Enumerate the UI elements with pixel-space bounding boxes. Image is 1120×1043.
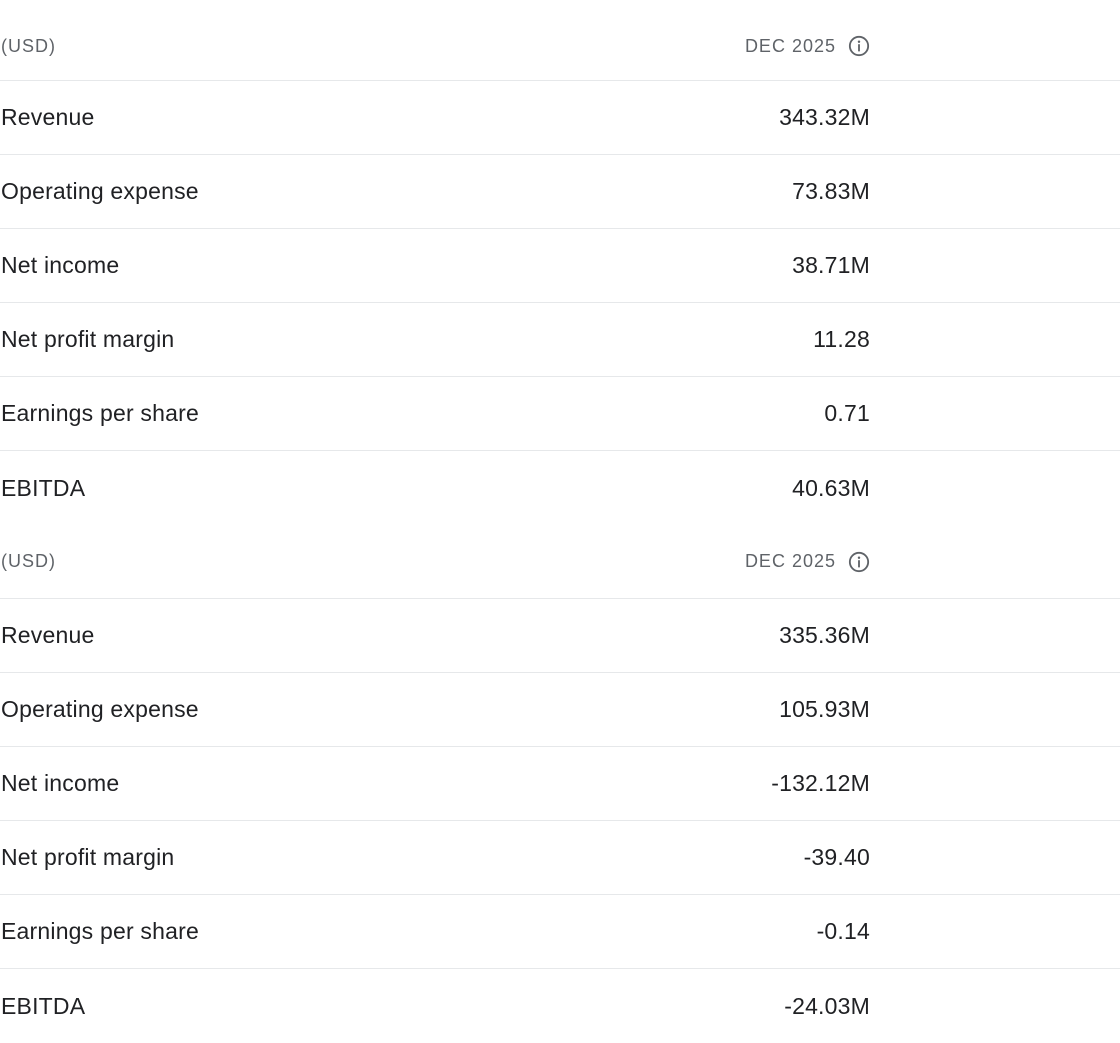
table-header-row: (USD) DEC 2025 bbox=[0, 525, 1120, 599]
table-row: EBITDA -24.03M bbox=[0, 969, 1120, 1043]
row-label: Operating expense bbox=[1, 696, 199, 722]
table-row: EBITDA 40.63M bbox=[0, 451, 1120, 525]
period-label: DEC 2025 bbox=[744, 551, 836, 571]
row-label: EBITDA bbox=[1, 992, 86, 1019]
table-header-row: (USD) DEC 2025 bbox=[0, 0, 1120, 81]
financials-table-1: (USD) DEC 2025 Revenue 343.32M Operating… bbox=[0, 0, 1120, 525]
table-row: Earnings per share 0.71 bbox=[0, 377, 1120, 451]
row-label: Net income bbox=[1, 252, 120, 278]
row-value: -0.14 bbox=[816, 918, 870, 944]
period-cell: DEC 2025 bbox=[745, 551, 870, 573]
table-row: Revenue 343.32M bbox=[0, 81, 1120, 155]
table-row: Net profit margin 11.28 bbox=[0, 303, 1120, 377]
row-value: 40.63M bbox=[792, 474, 870, 501]
row-value: 105.93M bbox=[779, 696, 870, 722]
row-label: EBITDA bbox=[1, 474, 86, 501]
row-label: Earnings per share bbox=[1, 400, 199, 426]
row-value: 11.28 bbox=[813, 326, 870, 352]
financials-table-2: (USD) DEC 2025 Revenue 335.36M Operating… bbox=[0, 525, 1120, 1043]
row-label: Revenue bbox=[1, 622, 95, 648]
table-row: Net income -132.12M bbox=[0, 747, 1120, 821]
table-row: Earnings per share -0.14 bbox=[0, 895, 1120, 969]
row-label: Operating expense bbox=[1, 178, 199, 204]
period-label: DEC 2025 bbox=[744, 35, 836, 56]
row-label: Net income bbox=[1, 770, 120, 796]
table-row: Revenue 335.36M bbox=[0, 599, 1120, 673]
info-icon[interactable] bbox=[848, 551, 870, 573]
table-row: Net profit margin -39.40 bbox=[0, 821, 1120, 895]
row-value: 335.36M bbox=[779, 622, 870, 648]
currency-label: (USD) bbox=[1, 551, 56, 571]
row-value: -39.40 bbox=[803, 844, 870, 870]
row-value: 0.71 bbox=[824, 400, 870, 426]
table-row: Operating expense 73.83M bbox=[0, 155, 1120, 229]
info-icon[interactable] bbox=[848, 35, 870, 57]
row-value: -132.12M bbox=[771, 770, 870, 796]
row-value: -24.03M bbox=[784, 992, 870, 1019]
row-label: Net profit margin bbox=[1, 326, 175, 352]
row-value: 73.83M bbox=[792, 178, 870, 204]
table-row: Net income 38.71M bbox=[0, 229, 1120, 303]
period-cell: DEC 2025 bbox=[745, 35, 870, 57]
row-value: 38.71M bbox=[792, 252, 870, 278]
row-label: Earnings per share bbox=[1, 918, 199, 944]
row-label: Net profit margin bbox=[1, 844, 175, 870]
row-value: 343.32M bbox=[779, 104, 870, 130]
row-label: Revenue bbox=[1, 104, 95, 130]
currency-label: (USD) bbox=[1, 35, 56, 56]
table-row: Operating expense 105.93M bbox=[0, 673, 1120, 747]
